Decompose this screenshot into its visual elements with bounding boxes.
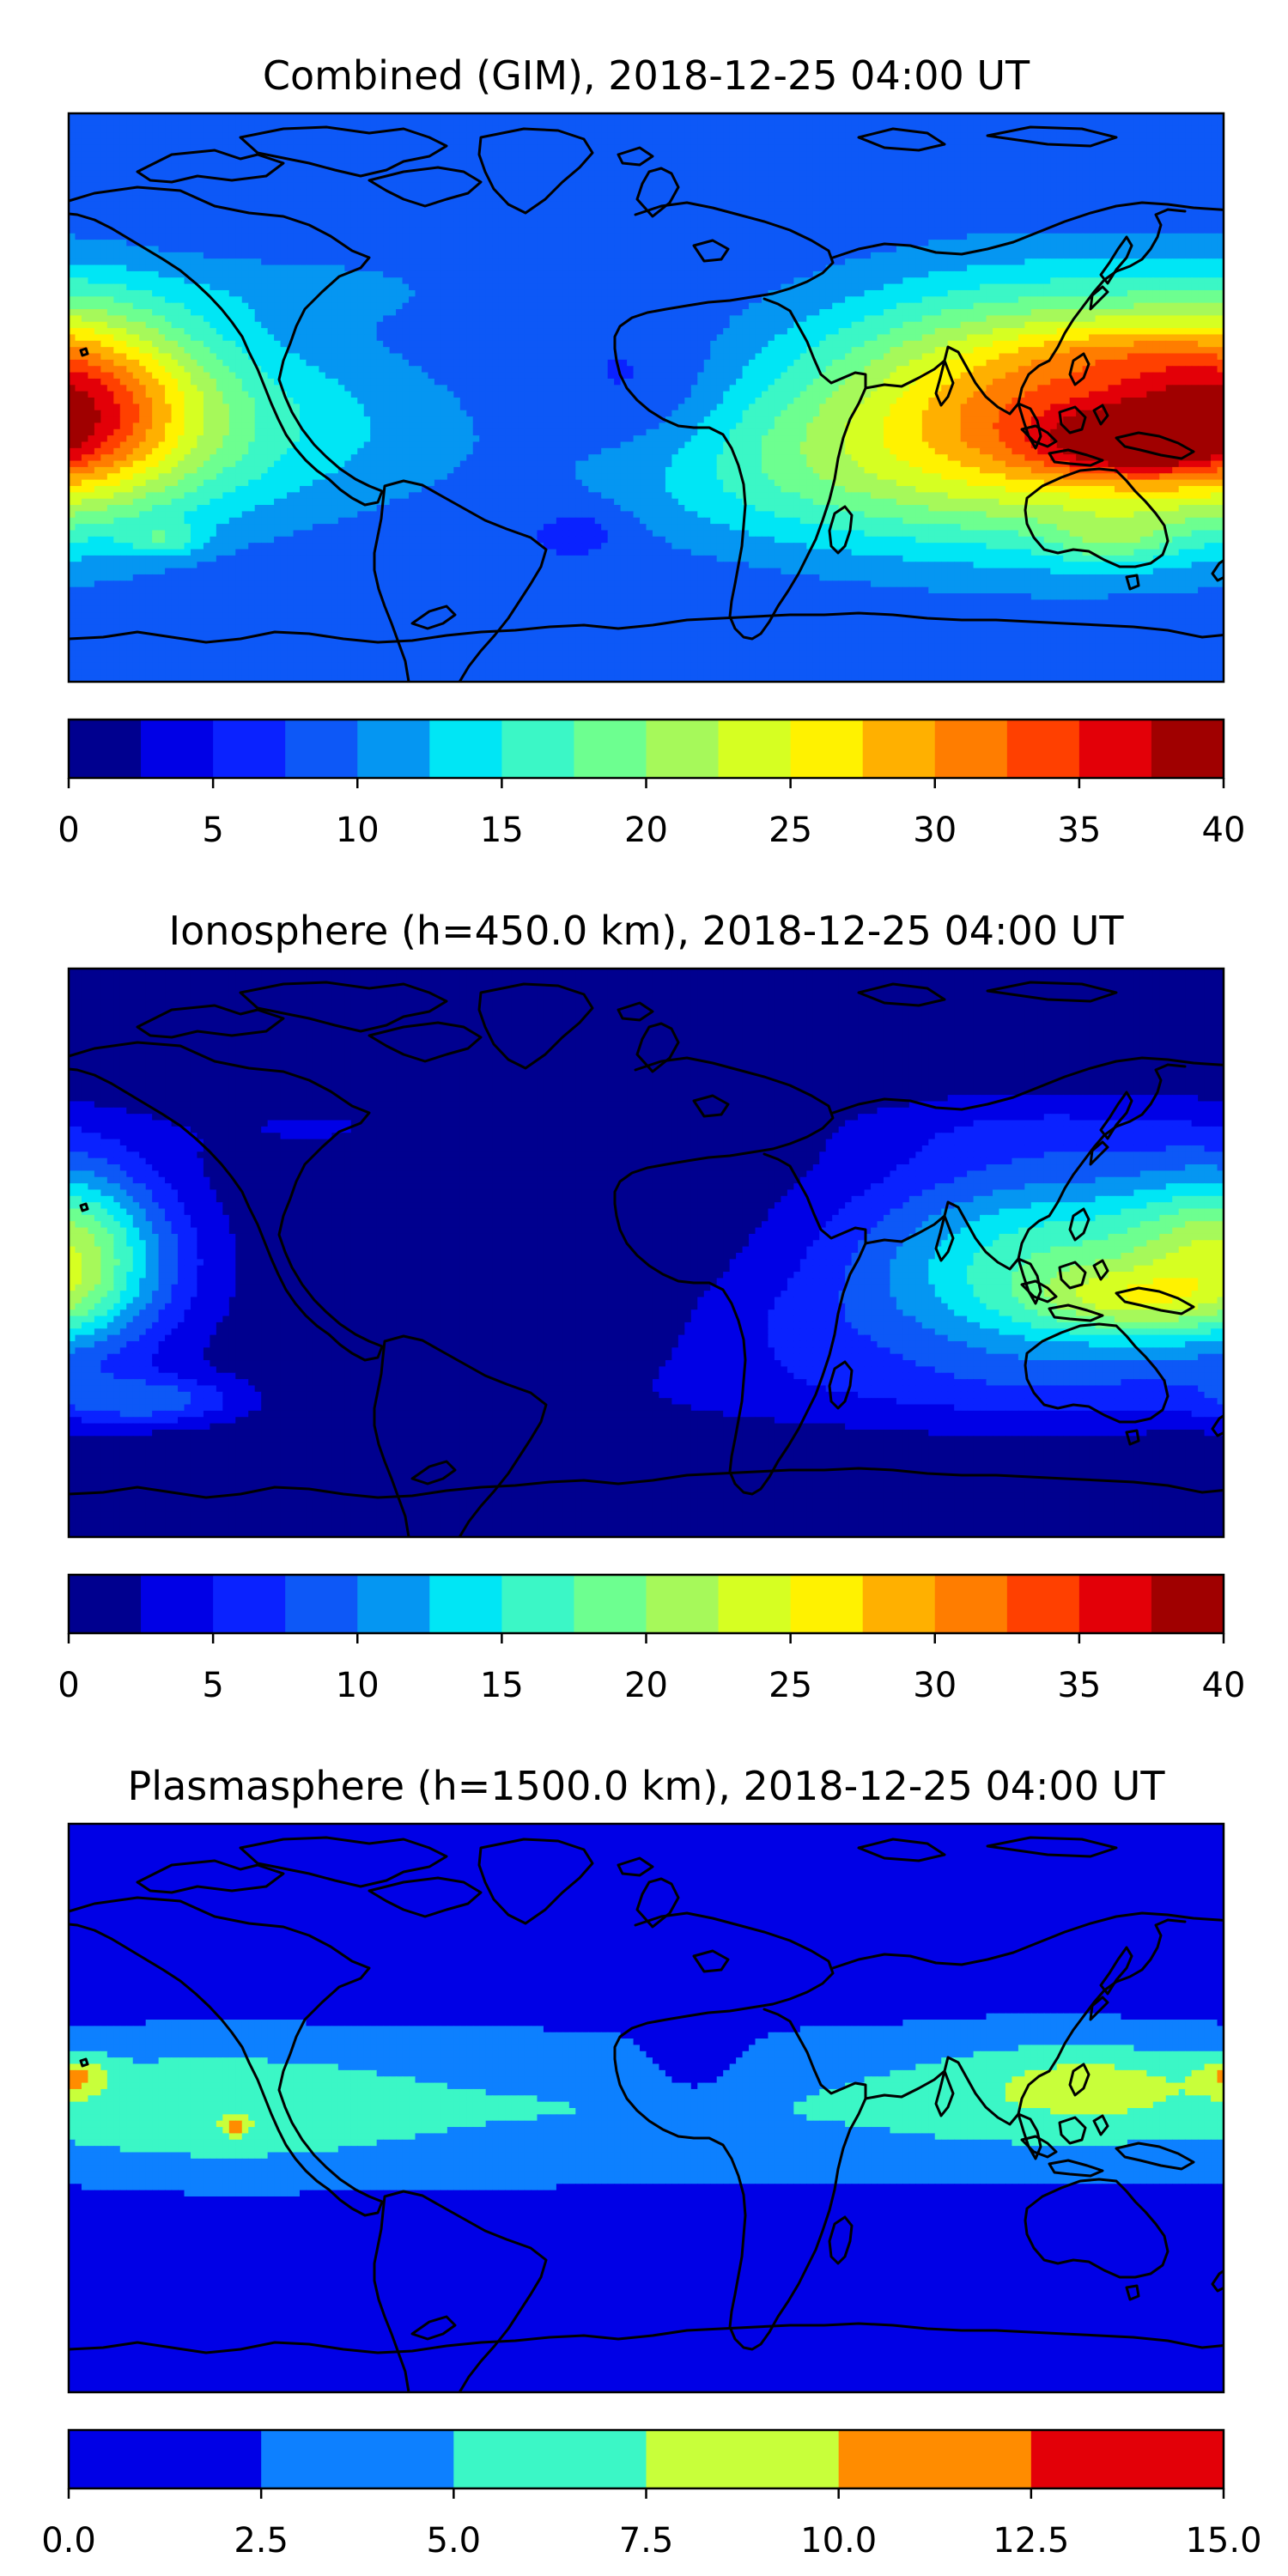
colorbar-segment [69, 720, 142, 778]
panel-title: Plasmasphere (h=1500.0 km), 2018-12-25 0… [128, 1763, 1166, 1809]
map-panel: Combined (GIM), 2018-12-25 04:00 UT 0 5 10 1… [58, 52, 1246, 850]
colorbar-tick-label: 20 [624, 811, 668, 850]
colorbar-segment [574, 720, 647, 778]
colorbar-tick-label: 15 [480, 1666, 524, 1705]
contour-field [69, 969, 1224, 1537]
colorbar-segment [646, 720, 720, 778]
contour-field [69, 113, 1224, 682]
colorbar-tick-label: 40 [1202, 811, 1246, 850]
colorbar-segment [1006, 1575, 1080, 1633]
contour-field [69, 1824, 1224, 2392]
colorbar-tick-label: 20 [624, 1666, 668, 1705]
colorbar-tick-label: 12.5 [993, 2521, 1069, 2561]
colorbar-segment [574, 1575, 647, 1633]
colorbar-tick-label: 15.0 [1185, 2521, 1261, 2561]
map-panel: Ionosphere (h=450.0 km), 2018-12-25 04:0… [58, 908, 1246, 1705]
colorbar-segment [501, 720, 574, 778]
colorbar-segment [213, 720, 286, 778]
colorbar-segment [1078, 1575, 1152, 1633]
colorbar: 0 5 10 15 20 25 30 35 40 [58, 718, 1246, 850]
colorbar-segment [285, 720, 358, 778]
colorbar: 0.0 2.5 5.0 7.5 10.0 12.5 15.0 [41, 2428, 1262, 2561]
map-frame [67, 112, 1225, 683]
colorbar-segment [141, 1575, 214, 1633]
colorbar-tick-label: 10 [336, 1666, 380, 1705]
panel-title: Ionosphere (h=450.0 km), 2018-12-25 04:0… [169, 908, 1125, 954]
colorbar-segment [838, 2430, 1032, 2488]
colorbar-tick-label: 15 [480, 811, 524, 850]
map-panel: Plasmasphere (h=1500.0 km), 2018-12-25 0… [41, 1763, 1262, 2561]
colorbar-segment [1151, 720, 1224, 778]
colorbar-tick-label: 5 [202, 1666, 223, 1705]
colorbar-segment [646, 2430, 840, 2488]
colorbar-segment [213, 1575, 286, 1633]
colorbar-segment [1006, 720, 1080, 778]
map-frame [67, 1822, 1225, 2394]
colorbar-segment [357, 1575, 430, 1633]
colorbar-segment [934, 1575, 1008, 1633]
colorbar-tick-label: 30 [913, 1666, 957, 1705]
colorbar-segment [1030, 2430, 1224, 2488]
colorbar-tick-label: 30 [913, 811, 957, 850]
colorbar-segment [453, 2430, 647, 2488]
colorbar-segment [790, 720, 864, 778]
colorbar-segment [429, 720, 502, 778]
colorbar-tick-label: 25 [769, 1666, 812, 1705]
colorbar-tick-label: 0.0 [41, 2521, 96, 2561]
colorbar-segment [261, 2430, 454, 2488]
colorbar-segment [862, 720, 936, 778]
panel-title: Combined (GIM), 2018-12-25 04:00 UT [263, 52, 1030, 99]
colorbar-tick-label: 35 [1057, 1666, 1101, 1705]
colorbar: 0 5 10 15 20 25 30 35 40 [58, 1573, 1246, 1705]
colorbar-segment [501, 1575, 574, 1633]
colorbar-tick-label: 40 [1202, 1666, 1246, 1705]
colorbar-segment [1078, 720, 1152, 778]
map-frame [67, 967, 1225, 1539]
colorbar-tick-label: 35 [1057, 811, 1101, 850]
colorbar-tick-label: 25 [769, 811, 812, 850]
colorbar-segment [429, 1575, 502, 1633]
colorbar-segment [357, 720, 430, 778]
colorbar-tick-label: 10.0 [800, 2521, 877, 2561]
colorbar-segment [718, 1575, 792, 1633]
colorbar-tick-label: 2.5 [234, 2521, 289, 2561]
colorbar-tick-label: 5 [202, 811, 223, 850]
colorbar-segment [285, 1575, 358, 1633]
colorbar-segment [862, 1575, 936, 1633]
colorbar-segment [1151, 1575, 1224, 1633]
colorbar-segment [718, 720, 792, 778]
colorbar-segment [69, 1575, 142, 1633]
colorbar-segment [141, 720, 214, 778]
colorbar-tick-label: 10 [336, 811, 380, 850]
colorbar-tick-label: 5.0 [427, 2521, 482, 2561]
colorbar-segment [790, 1575, 864, 1633]
colorbar-tick-label: 0 [58, 1666, 79, 1705]
colorbar-tick-label: 0 [58, 811, 79, 850]
colorbar-segment [69, 2430, 262, 2488]
colorbar-segment [646, 1575, 720, 1633]
colorbar-tick-label: 7.5 [619, 2521, 674, 2561]
colorbar-segment [934, 720, 1008, 778]
